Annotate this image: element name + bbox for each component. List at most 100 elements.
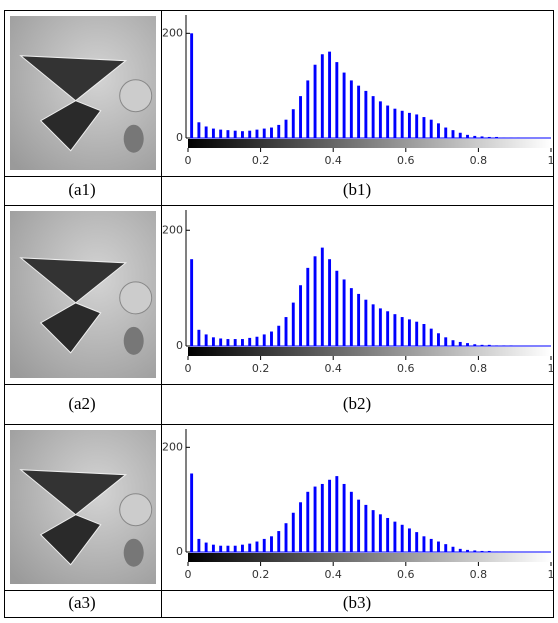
y-tick-label: 0 (176, 131, 183, 144)
histogram-bar (444, 127, 448, 138)
histogram-bar (466, 343, 469, 346)
histogram-bar (313, 486, 317, 552)
histogram-bar (502, 137, 506, 138)
y-tick-label: 200 (162, 26, 183, 39)
histogram-caption: (b2) (343, 394, 371, 413)
x-tick-label: 0.8 (470, 362, 488, 375)
histogram-bar (437, 123, 440, 138)
histogram-bar (444, 544, 448, 552)
histogram-bar (386, 311, 390, 346)
x-tick-label: 0 (185, 154, 192, 167)
histogram-bar (284, 317, 288, 346)
histogram-bar (400, 110, 404, 138)
histogram-bar (407, 112, 411, 138)
butterfly-photo (10, 211, 156, 378)
histogram-bar (270, 536, 273, 552)
x-tick-label: 0.2 (252, 568, 270, 581)
histogram-bar (248, 337, 252, 346)
histogram-bar (473, 550, 477, 552)
histogram-bar (480, 550, 484, 552)
histogram-bar (429, 119, 433, 138)
histogram-bar (437, 541, 440, 552)
histogram-caption: (b3) (343, 593, 371, 612)
x-tick-label: 0.6 (397, 154, 415, 167)
histogram-bar (487, 136, 491, 138)
table-grid (4, 10, 554, 618)
y-tick-label: 0 (176, 545, 183, 558)
histogram-bar (371, 304, 375, 346)
intensity-colorbar (188, 139, 551, 148)
histogram-bar (219, 545, 223, 552)
y-tick-label: 0 (176, 339, 183, 352)
x-tick-label: 1 (548, 568, 555, 581)
histogram-bar (466, 549, 469, 552)
x-tick-label: 0.2 (252, 362, 270, 375)
histogram-bar (299, 502, 302, 552)
flower (119, 493, 153, 527)
histogram-bar (277, 325, 281, 346)
histogram-bar (480, 136, 484, 138)
wing (19, 55, 128, 102)
histogram-bar (473, 135, 477, 138)
histogram-bar (219, 338, 223, 346)
histogram-bar (240, 339, 244, 346)
flower (119, 79, 153, 113)
histogram-bar (349, 288, 353, 346)
histogram-caption: (b1) (343, 180, 371, 199)
wing (39, 302, 102, 354)
histogram-bar (429, 538, 433, 552)
histogram-bar (277, 124, 281, 138)
histogram-bar (342, 279, 346, 346)
histogram-bar (415, 532, 419, 552)
histogram-bar (444, 337, 448, 346)
histogram-bar (378, 308, 382, 346)
histogram-bar (226, 130, 230, 138)
histogram-bar (495, 345, 499, 346)
histogram-bar (320, 54, 324, 138)
y-tick-label: 200 (162, 223, 183, 236)
histogram-bar (226, 339, 230, 346)
x-tick-label: 1 (548, 154, 555, 167)
histogram-bar (371, 510, 375, 552)
histogram-bar (502, 551, 506, 552)
wing (19, 469, 128, 516)
x-tick-label: 0.2 (252, 154, 270, 167)
histogram-bar (378, 514, 382, 552)
histogram-bar (320, 247, 324, 346)
x-tick-label: 0.6 (397, 568, 415, 581)
histogram-bar (451, 546, 455, 552)
histogram-bar (291, 512, 295, 552)
x-tick-label: 0.4 (324, 362, 342, 375)
histogram-bar (400, 524, 404, 552)
histogram-bar (328, 259, 332, 346)
histogram-bar (248, 543, 252, 552)
histogram-bar (429, 328, 433, 346)
histogram-bar (357, 85, 361, 138)
histogram-bar (407, 528, 411, 552)
histogram-bar (364, 299, 368, 346)
histogram-bar (255, 336, 259, 346)
histogram-bar (306, 267, 310, 346)
histogram-bar (495, 551, 499, 552)
histogram-bar (219, 129, 223, 138)
histogram-bar (240, 131, 244, 138)
histogram-bar (335, 476, 339, 552)
wing (39, 514, 102, 566)
flower (119, 281, 153, 315)
histogram-bar (255, 541, 259, 552)
histogram-bar (487, 550, 491, 552)
histogram-bar (270, 331, 273, 346)
histogram-bar (335, 270, 339, 346)
x-tick-label: 0.8 (470, 568, 488, 581)
histogram-bar (291, 302, 295, 346)
histogram-chart: 0 200 0 0.2 0.4 0.6 0.8 1 (162, 429, 555, 581)
histogram-bar (190, 259, 194, 346)
histogram-bar (306, 491, 310, 552)
histogram-bar (458, 132, 462, 138)
histogram-bar (473, 344, 477, 346)
histogram-bar (422, 324, 426, 346)
image-caption: (a2) (68, 394, 95, 413)
histogram-bar (211, 337, 215, 346)
histogram-bar (197, 329, 201, 346)
